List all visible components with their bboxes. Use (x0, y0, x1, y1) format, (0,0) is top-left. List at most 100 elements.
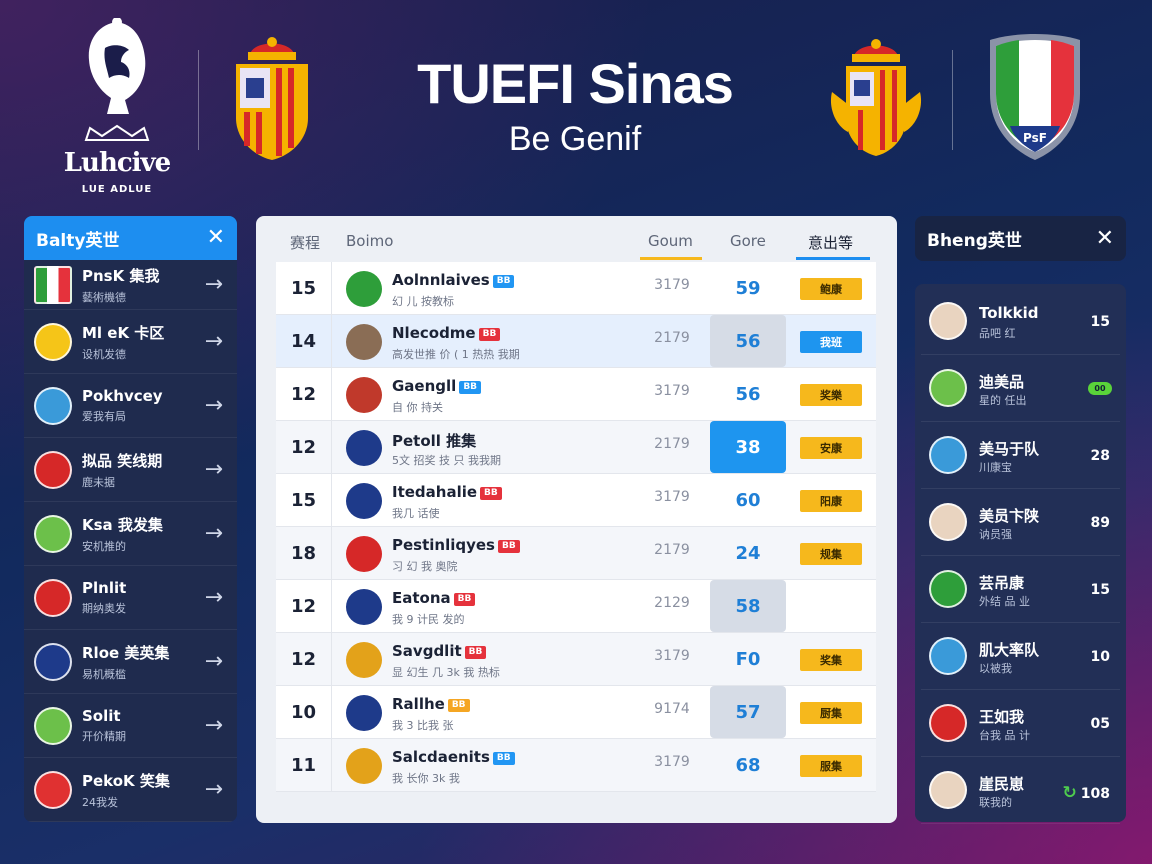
page-subtitle: Be Genif (508, 120, 642, 158)
column-header-status[interactable]: 意出等 (808, 234, 854, 252)
status-badge[interactable]: 我班 (800, 331, 862, 353)
column-header-rank[interactable]: 赛程 (290, 234, 321, 252)
left-list-item[interactable]: Ksa 我发集 安机推的 → (24, 502, 237, 566)
arrow-right-icon[interactable]: → (204, 585, 223, 610)
score-cell: 24 (735, 542, 761, 564)
right-list-item[interactable]: Tolkkid 品吧 红 15 (921, 288, 1120, 355)
team-badge-icon (346, 377, 382, 413)
team-subtitle: 我 9 计民 发的 (392, 613, 465, 626)
team-badge-icon (346, 271, 382, 307)
right-list-item[interactable]: 迪美品星的 任出 00 (921, 355, 1120, 422)
arrow-right-icon[interactable]: → (204, 521, 223, 546)
table-row[interactable]: 10 Rallhe BB 我 3 比我 张 9174 57 厨集 (276, 686, 876, 739)
team-name-text: Itedahalie (392, 483, 478, 501)
table-row[interactable]: 18 Pestinliqyes BB 习 幻 我 奥院 2179 24 规集 (276, 527, 876, 580)
status-badge[interactable]: 厨集 (800, 702, 862, 724)
team-name: Gaengll BB (392, 377, 482, 395)
player-avatar-icon (34, 322, 72, 361)
arrow-right-icon[interactable]: → (204, 777, 223, 802)
status-badge[interactable]: 规集 (800, 543, 862, 565)
table-row[interactable]: 11 Salcdaenits BB 我 长你 3k 我 3179 68 服集 (276, 739, 876, 792)
right-list-item[interactable]: 崖民崽 联我的 ↻ 108 (921, 757, 1120, 824)
left-panel-close-icon[interactable]: ✕ (206, 225, 225, 250)
left-list-item[interactable]: PnsK 集我 藝術機德 → (24, 260, 237, 310)
table-row[interactable]: 12 Petoll 推集 5文 招奖 技 只 我我期 2179 38 安康 (276, 421, 876, 474)
page-header: TUEFI Sinas Be Genif (360, 52, 790, 160)
right-item-value-text: 108 (1080, 786, 1110, 802)
arrow-right-icon[interactable]: → (204, 713, 223, 738)
team-name: Savgdlit BB (392, 642, 487, 660)
status-badge[interactable]: 鲍康 (800, 278, 862, 300)
arrow-right-icon[interactable]: → (204, 272, 223, 297)
status-badge[interactable]: 奖樂 (800, 384, 862, 406)
rank-cell: 12 (276, 368, 332, 420)
right-item-subtitle: 星的 任出 (979, 394, 1027, 407)
left-list-item[interactable]: Solit 开价精期 → (24, 694, 237, 758)
column-header-team[interactable]: Boimo (346, 232, 394, 250)
goals-cell: 3179 (654, 648, 690, 664)
italy-flag-icon (34, 265, 72, 304)
right-item-value-badge: 00 (1088, 382, 1112, 395)
team-tag-badge: BB (447, 699, 470, 712)
table-row[interactable]: 15 Aolnnlaives BB 幻 儿 按教标 3179 59 鲍康 (276, 262, 876, 315)
left-item-name: Ksa 我发集 (82, 515, 163, 534)
right-panel-close-icon[interactable]: ✕ (1095, 225, 1114, 251)
right-list-item[interactable]: 王如我 台我 品 计 05 (921, 690, 1120, 757)
right-item-value: 05 (1090, 716, 1110, 732)
arrow-right-icon[interactable]: → (204, 393, 223, 418)
left-item-name: Solit (82, 707, 121, 725)
table-row[interactable]: 12 Eatona BB 我 9 计民 发的 2129 58 (276, 580, 876, 633)
left-list-item[interactable]: Ml eK 卡区 设机发德 → (24, 310, 237, 374)
arrow-right-icon[interactable]: → (204, 329, 223, 354)
team-name-text: Eatona (392, 589, 451, 607)
column-header-score[interactable]: Gore (730, 232, 766, 250)
status-badge[interactable]: 服集 (800, 755, 862, 777)
status-sort-indicator (796, 257, 870, 260)
status-badge[interactable]: 阳康 (800, 490, 862, 512)
table-row[interactable]: 14 Nlecodme BB 高发世推 价 ( 1 热热 我期 2179 56 我班 (276, 315, 876, 368)
right-list-item[interactable]: 美员卞陕 讷员强 89 (921, 489, 1120, 556)
player-avatar-icon (34, 642, 72, 681)
goals-cell: 2129 (654, 595, 690, 611)
right-list-item[interactable]: 美马于队 川康宝 28 (921, 422, 1120, 489)
column-header-goals[interactable]: Goum (648, 232, 693, 250)
team-subtitle: 5文 招奖 技 只 我我期 (392, 454, 501, 467)
team-subtitle: 幻 儿 按教标 (392, 295, 454, 308)
table-row[interactable]: 12 Gaengll BB 自 你 持关 3179 56 奖樂 (276, 368, 876, 421)
right-item-name: 迪美品 (979, 373, 1025, 391)
left-list-item[interactable]: Plnlit 期纳奥发 → (24, 566, 237, 630)
left-list-item[interactable]: 拟品 笑线期 鹿未据 → (24, 438, 237, 502)
player-avatar-icon (929, 771, 967, 809)
left-item-subtitle: 24我发 (82, 795, 118, 809)
player-avatar-icon (929, 369, 967, 407)
right-item-name: 美马于队 (979, 440, 1040, 458)
left-list-item[interactable]: Pokhvcey 爱我有局 → (24, 374, 237, 438)
right-list-item[interactable]: 芸吊康 外结 品 业 15 (921, 556, 1120, 623)
arrow-right-icon[interactable]: → (204, 457, 223, 482)
team-badge-icon (34, 706, 72, 745)
right-item-value: 28 (1090, 448, 1110, 464)
right-panel: Tolkkid 品吧 红 15 迪美品星的 任出 00 美马于队 川康宝 28 美员卞陕 讷员强 8… (915, 284, 1126, 824)
team-badge-icon (346, 536, 382, 572)
rank-cell: 11 (276, 739, 332, 791)
arrow-right-icon[interactable]: → (204, 649, 223, 674)
status-badge[interactable]: 安康 (800, 437, 862, 459)
team-badge-icon (34, 450, 72, 489)
header-divider-right (952, 50, 953, 150)
left-item-text: Pokhvcey 爱我有局 (82, 387, 205, 424)
right-item-subtitle: 联我的 (979, 796, 1012, 809)
left-list-item[interactable]: Rloe 美英集 易机概槛 → (24, 630, 237, 694)
right-item-value: 89 (1090, 515, 1110, 531)
left-item-name: Rloe 美英集 (82, 643, 170, 662)
refresh-icon[interactable]: ↻ (1062, 783, 1077, 803)
table-row[interactable]: 12 Savgdlit BB 显 幻生 几 3k 我 热标 3179 F0 奖集 (276, 633, 876, 686)
goals-sort-indicator (640, 257, 702, 260)
player-avatar-icon (929, 637, 967, 675)
goals-cell: 3179 (654, 383, 690, 399)
left-list-item[interactable]: PekoK 笑集 24我发 → (24, 758, 237, 822)
right-list-item[interactable]: 肌大率队 以被我 10 (921, 623, 1120, 690)
status-badge[interactable]: 奖集 (800, 649, 862, 671)
team-tag-badge: BB (492, 752, 515, 765)
score-cell: 56 (735, 383, 761, 405)
table-row[interactable]: 15 Itedahalie BB 我几 话使 3179 60 阳康 (276, 474, 876, 527)
